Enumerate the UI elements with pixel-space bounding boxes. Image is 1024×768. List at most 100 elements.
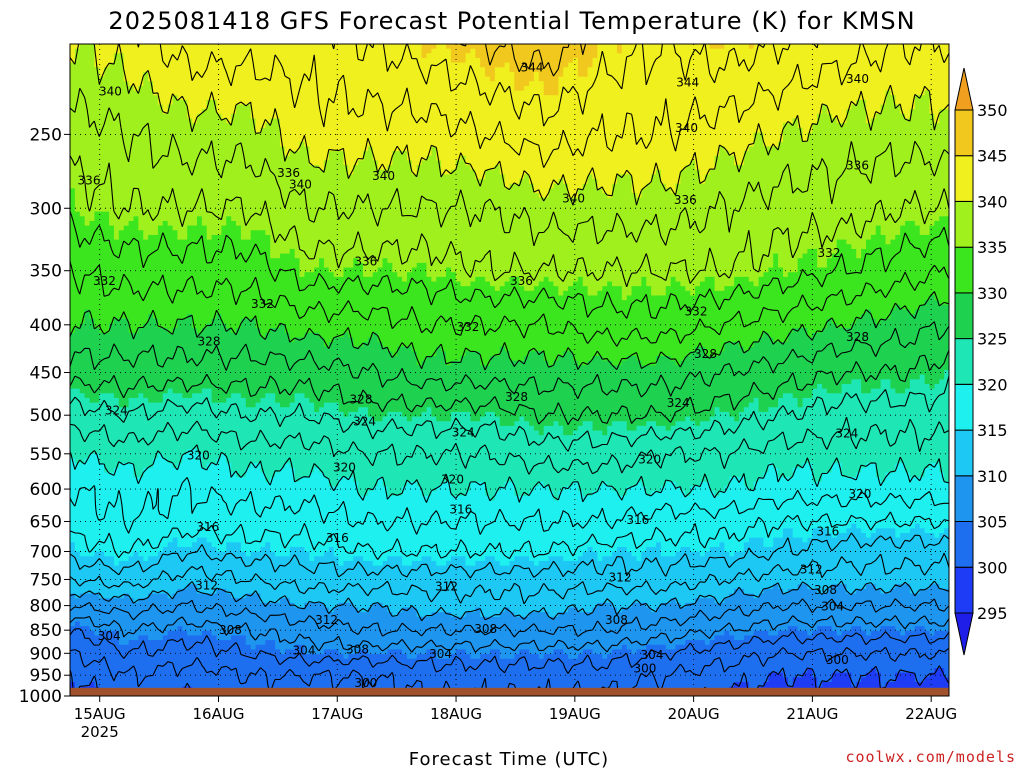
theta-cell (324, 142, 329, 147)
theta-cell (104, 151, 109, 156)
theta-cell (510, 123, 515, 128)
theta-cell (143, 49, 148, 54)
theta-cell (192, 132, 197, 137)
theta-cell (719, 109, 724, 114)
theta-cell (881, 142, 886, 147)
theta-cell (114, 151, 119, 156)
theta-cell (397, 77, 402, 82)
theta-cell (119, 105, 124, 110)
theta-cell (163, 95, 168, 100)
theta-cell (705, 151, 710, 156)
theta-cell (719, 160, 724, 165)
theta-cell (353, 128, 358, 133)
theta-cell (622, 142, 627, 147)
theta-cell (929, 63, 934, 68)
theta-cell (519, 91, 524, 96)
theta-cell (895, 119, 900, 124)
theta-cell (226, 49, 231, 54)
theta-cell (177, 91, 182, 96)
theta-cell (480, 165, 485, 170)
theta-cell (690, 91, 695, 96)
theta-cell (373, 142, 378, 147)
theta-cell (871, 81, 876, 86)
theta-cell (568, 123, 573, 128)
theta-cell (890, 132, 895, 137)
theta-cell (553, 123, 558, 128)
theta-cell (280, 151, 285, 156)
theta-cell (695, 142, 700, 147)
theta-cell (871, 53, 876, 58)
theta-cell (368, 67, 373, 72)
theta-cell (803, 44, 808, 49)
theta-cell (529, 146, 534, 151)
theta-cell (339, 105, 344, 110)
theta-cell (80, 53, 85, 58)
theta-cell (812, 77, 817, 82)
theta-cell (505, 151, 510, 156)
theta-cell (368, 53, 373, 58)
theta-cell (573, 165, 578, 170)
theta-cell (822, 114, 827, 119)
theta-cell (895, 132, 900, 137)
theta-cell (905, 100, 910, 105)
theta-cell (783, 100, 788, 105)
theta-cell (661, 146, 666, 151)
theta-cell (607, 58, 612, 63)
theta-cell (700, 95, 705, 100)
theta-cell (510, 119, 515, 124)
theta-cell (812, 100, 817, 105)
theta-cell (583, 170, 588, 175)
theta-cell (817, 53, 822, 58)
theta-cell (661, 53, 666, 58)
theta-cell (192, 81, 197, 86)
theta-cell (304, 109, 309, 114)
theta-cell (153, 156, 158, 161)
theta-cell (612, 165, 617, 170)
theta-cell (632, 156, 637, 161)
theta-cell (461, 142, 466, 147)
theta-cell (744, 156, 749, 161)
theta-cell (256, 49, 261, 54)
theta-cell (383, 86, 388, 91)
theta-cell (114, 67, 119, 72)
theta-cell (358, 72, 363, 77)
theta-cell (529, 44, 534, 49)
theta-cell (534, 137, 539, 142)
theta-cell (480, 128, 485, 133)
theta-cell (886, 58, 891, 63)
theta-cell (304, 53, 309, 58)
theta-cell (666, 58, 671, 63)
theta-cell (719, 95, 724, 100)
theta-cell (671, 100, 676, 105)
theta-cell (431, 137, 436, 142)
theta-cell (793, 44, 798, 49)
theta-cell (871, 137, 876, 142)
theta-cell (402, 105, 407, 110)
theta-cell (744, 49, 749, 54)
theta-cell (856, 137, 861, 142)
theta-cell (236, 119, 241, 124)
theta-cell (470, 44, 475, 49)
theta-cell (441, 49, 446, 54)
theta-cell (710, 156, 715, 161)
theta-cell (788, 132, 793, 137)
theta-cell (104, 44, 109, 49)
theta-cell (343, 114, 348, 119)
theta-cell (641, 91, 646, 96)
theta-cell (539, 142, 544, 147)
theta-cell (85, 86, 90, 91)
theta-cell (319, 58, 324, 63)
theta-cell (329, 63, 334, 68)
theta-cell (856, 63, 861, 68)
theta-cell (94, 165, 99, 170)
theta-cell (207, 109, 212, 114)
theta-cell (417, 109, 422, 114)
theta-cell (729, 142, 734, 147)
theta-cell (510, 160, 515, 165)
theta-cell (597, 165, 602, 170)
theta-cell (461, 137, 466, 142)
theta-cell (153, 77, 158, 82)
theta-cell (685, 49, 690, 54)
theta-cell (368, 72, 373, 77)
theta-cell (207, 67, 212, 72)
